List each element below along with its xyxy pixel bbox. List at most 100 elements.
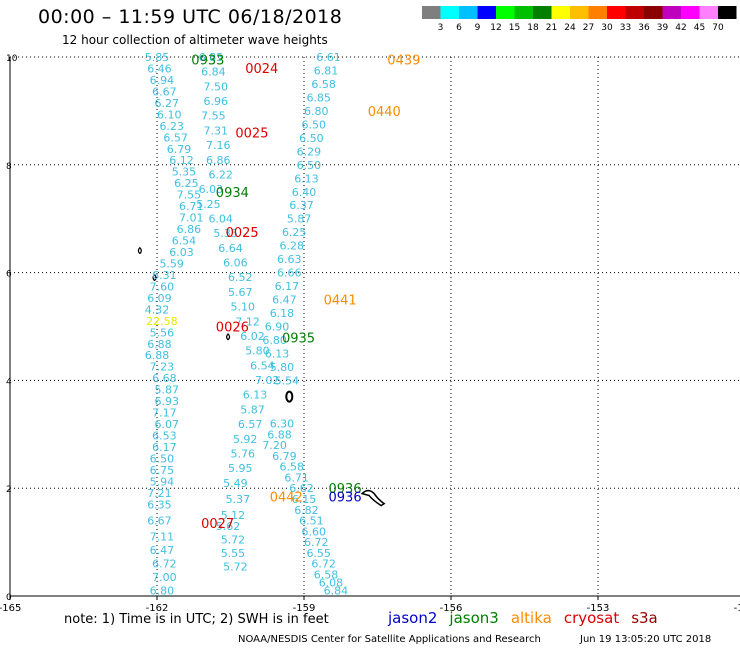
colorbar-level: 45 xyxy=(694,23,705,33)
swh-value-label: 5.72 xyxy=(223,560,248,573)
swh-value-label: 5.37 xyxy=(226,493,251,506)
pass-id-label: 0933 xyxy=(191,54,224,69)
swh-value-label: 6.06 xyxy=(223,257,248,270)
mission-legend: jason2 jason3 altika cryosat s3a xyxy=(388,609,670,627)
colorbar-swatch xyxy=(440,6,459,19)
swh-value-label: 6.80 xyxy=(150,585,175,598)
x-tick-label: -153 xyxy=(587,603,610,614)
swh-value-label: 6.71 xyxy=(284,471,309,484)
colorbar-swatch xyxy=(644,6,663,19)
mission-legend-cryosat: cryosat xyxy=(563,609,620,627)
colorbar-level: 12 xyxy=(490,23,501,33)
generated-timestamp: Jun 19 13:05:20 UTC 2018 xyxy=(580,634,712,645)
swh-value-label: 6.46 xyxy=(147,62,172,75)
colorbar-swatch xyxy=(607,6,626,19)
mission-legend-s3a: s3a xyxy=(631,609,658,627)
swh-value-label: 6.23 xyxy=(159,120,184,133)
pass-id-label: 0934 xyxy=(216,186,249,201)
swh-value-label: 5.87 xyxy=(287,213,312,226)
pass-id-label: 0026 xyxy=(216,321,249,336)
coastlines xyxy=(137,246,386,507)
swh-value-label: 6.13 xyxy=(294,172,319,185)
colorbar-swatch xyxy=(422,6,441,19)
swh-value-label: 7.00 xyxy=(152,571,177,584)
swh-value-label: 5.87 xyxy=(240,403,265,416)
swh-value-label: 5.92 xyxy=(233,433,258,446)
islet-west-2 xyxy=(152,273,157,282)
swh-value-label: 7.50 xyxy=(204,80,229,93)
swh-value-label: 6.57 xyxy=(163,131,188,144)
pass-labels: 0933 0024 0439 0440 0025 0934 0025 0441 0026 0935… xyxy=(191,54,420,533)
mission-legend-altika: altika xyxy=(510,609,552,627)
swh-value-label: 6.88 xyxy=(145,349,170,362)
swh-value-label: 6.57 xyxy=(238,418,263,431)
swh-value-label: 7.17 xyxy=(152,407,177,420)
colorbar-level: 27 xyxy=(583,23,594,33)
swh-value-label: 6.67 xyxy=(147,515,172,528)
swh-value-label: 6.18 xyxy=(270,307,295,320)
x-tick-label: -150 xyxy=(734,603,740,614)
swh-value-label: 22.58 xyxy=(146,315,178,328)
swh-value-label: 6.66 xyxy=(277,267,302,280)
swh-value-label: 5.85 xyxy=(145,51,170,64)
x-tick-label: -156 xyxy=(440,603,463,614)
swh-value-label: 6.51 xyxy=(299,515,324,528)
swh-value-label: 5.12 xyxy=(221,509,246,522)
swh-value-label: 6.50 xyxy=(150,452,175,465)
swh-value-label: 6.85 xyxy=(199,51,224,64)
swh-value-label: 6.50 xyxy=(297,159,322,172)
swh-value-label: 6.40 xyxy=(292,186,317,199)
swh-value-label: 6.80 xyxy=(262,334,287,347)
swh-value-label: 6.22 xyxy=(208,168,233,181)
colorbar-swatch xyxy=(477,6,496,19)
y-tick-label: 10 xyxy=(6,54,18,64)
x-tick-label: -159 xyxy=(293,603,316,614)
swh-value-label: 6.85 xyxy=(306,91,331,104)
swh-value-label: 6.30 xyxy=(270,418,295,431)
pass-id-label: 0442 xyxy=(270,490,303,505)
colorbar-swatch xyxy=(699,6,718,19)
island-far-east xyxy=(360,489,386,507)
swh-value-label: 5.95 xyxy=(228,462,253,475)
grid-lines xyxy=(10,56,740,596)
swh-value-label: 7.31 xyxy=(204,124,229,137)
swh-value-label: 6.68 xyxy=(152,372,177,385)
colorbar-swatch xyxy=(459,6,478,19)
swh-value-label: 6.84 xyxy=(324,585,349,598)
swh-value-label: 6.07 xyxy=(155,418,180,431)
swh-value-label: 7.11 xyxy=(150,531,175,544)
x-tick-label: -165 xyxy=(0,603,21,614)
swh-value-label: 7.02 xyxy=(255,374,280,387)
pass-id-label: 0935 xyxy=(282,331,315,346)
colorbar-level: 24 xyxy=(564,23,576,33)
pass-id-label: 0024 xyxy=(245,62,278,77)
swh-value-label: 6.10 xyxy=(157,108,182,121)
swh-value-label: 6.12 xyxy=(169,154,194,167)
footer-note: note: 1) Time is in UTC; 2) SWH is in fe… xyxy=(64,612,329,627)
swh-value-label: 6.72 xyxy=(152,558,177,571)
colorbar-level: 39 xyxy=(657,23,669,33)
swh-marks: 5.856.466.946.676.276.106.236.576.796.12… xyxy=(145,51,348,598)
swh-value-label: 6.09 xyxy=(147,292,172,305)
colorbar-level: 6 xyxy=(456,23,462,33)
mission-legend-jason2: jason2 xyxy=(388,609,438,627)
swh-value-label: 6.88 xyxy=(147,338,172,351)
colorbar-swatch xyxy=(662,6,681,19)
swh-value-label: 6.31 xyxy=(152,269,177,282)
swh-value-label: 6.52 xyxy=(228,271,253,284)
swh-value-label: 6.94 xyxy=(150,74,175,87)
swh-value-label: 6.37 xyxy=(289,199,314,212)
swh-value-label: 5.35 xyxy=(172,166,197,179)
pass-id-label: 0936 xyxy=(329,482,362,497)
swh-value-label: 6.27 xyxy=(155,97,180,110)
x-tick-label: -162 xyxy=(146,603,169,614)
plot-frame xyxy=(9,57,740,597)
swh-value-label: 7.23 xyxy=(150,361,175,374)
swh-value-label: 6.28 xyxy=(280,240,305,253)
swh-value-label: 6.72 xyxy=(304,536,329,549)
axis-ticks: -165 -162 -159 -156 -153 -150 0 2 4 6 8 10 xyxy=(0,54,740,614)
swh-value-label: 6.67 xyxy=(152,85,177,98)
swh-value-label: 6.75 xyxy=(150,464,175,477)
swh-value-label: 6.13 xyxy=(243,389,268,402)
swh-value-label: 7.55 xyxy=(201,110,226,123)
